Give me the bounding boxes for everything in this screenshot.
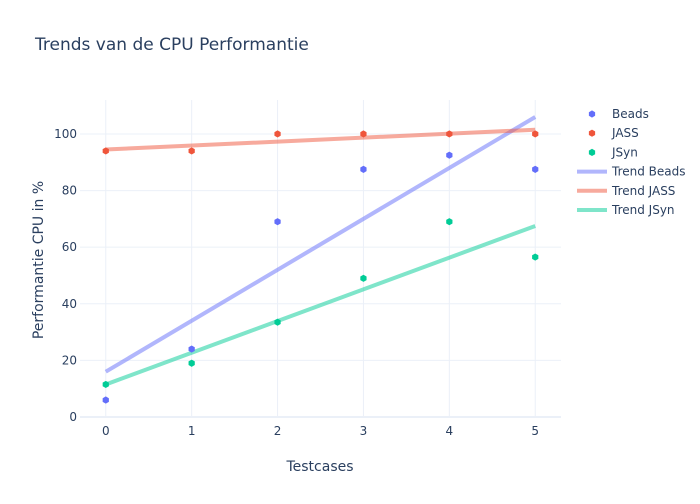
- x-tick-label-4: 4: [446, 424, 454, 438]
- y-tick-label-40: 40: [62, 297, 77, 311]
- trend-beads-line: [104, 115, 537, 374]
- jsyn-point-3: [360, 274, 367, 282]
- beads-point-2: [274, 218, 281, 226]
- trend-jsyn-line: [105, 224, 536, 387]
- jass-point-4: [446, 130, 453, 138]
- beads-point-5: [532, 165, 539, 173]
- legend-item-trend-jsyn[interactable]: Trend JSyn: [577, 203, 675, 217]
- y-tick-label-80: 80: [62, 184, 77, 198]
- trend-jass-line: [105, 127, 536, 152]
- jass-point-0: [102, 147, 109, 155]
- tick-layer: 0 1 2 3 4 5 0 20 40 60 80 100: [54, 127, 539, 438]
- jass-point-1: [188, 147, 195, 155]
- legend-item-jsyn[interactable]: JSyn: [588, 145, 638, 159]
- legend[interactable]: Beads JASS JSyn Trend Beads Trend JASS Trend …: [577, 107, 686, 217]
- jass-point-2: [274, 130, 281, 138]
- legend-label-beads: Beads: [612, 107, 649, 121]
- y-axis-title: Performantie CPU in %: [31, 181, 47, 339]
- jass-point-3: [360, 130, 367, 138]
- x-tick-label-1: 1: [188, 424, 196, 438]
- jsyn-point-1: [188, 359, 195, 367]
- chart-title: Trends van de CPU Performantie: [34, 35, 309, 55]
- x-tick-label-5: 5: [531, 424, 539, 438]
- jass-point-5: [532, 130, 539, 138]
- beads-point-1: [188, 345, 195, 353]
- beads-point-3: [360, 165, 367, 173]
- x-tick-label-0: 0: [102, 424, 110, 438]
- legend-label-trend-jass: Trend JASS: [611, 184, 675, 198]
- legend-label-jsyn: JSyn: [611, 145, 638, 159]
- legend-item-beads[interactable]: Beads: [588, 107, 649, 121]
- x-tick-label-3: 3: [360, 424, 368, 438]
- legend-label-trend-beads: Trend Beads: [611, 165, 686, 179]
- x-tick-label-2: 2: [274, 424, 282, 438]
- jsyn-point-4: [446, 218, 453, 226]
- jsyn-point-2: [274, 318, 281, 326]
- legend-label-jass: JASS: [611, 126, 639, 140]
- x-axis-title: Testcases: [285, 459, 353, 475]
- jsyn-point-5: [532, 253, 539, 261]
- legend-marker-jass: [588, 129, 596, 137]
- beads-point-4: [446, 151, 453, 159]
- legend-item-trend-jass[interactable]: Trend JASS: [577, 184, 675, 198]
- y-tick-label-20: 20: [62, 353, 77, 367]
- y-tick-label-0: 0: [69, 410, 77, 424]
- legend-marker-beads: [588, 110, 596, 118]
- jsyn-point-0: [102, 380, 109, 389]
- marker-layer: [102, 130, 539, 404]
- legend-marker-jsyn: [588, 148, 596, 156]
- legend-item-jass[interactable]: JASS: [588, 126, 639, 140]
- y-tick-label-100: 100: [54, 127, 77, 141]
- trend-layer: [104, 115, 537, 387]
- y-tick-label-60: 60: [62, 240, 77, 254]
- legend-label-trend-jsyn: Trend JSyn: [611, 203, 675, 217]
- beads-point-0: [102, 396, 109, 404]
- legend-item-trend-beads[interactable]: Trend Beads: [577, 165, 686, 179]
